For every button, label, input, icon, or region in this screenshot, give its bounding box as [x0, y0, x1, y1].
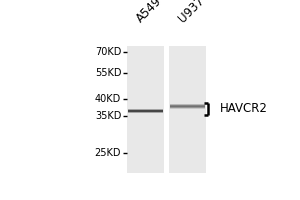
Text: U937: U937: [176, 0, 207, 26]
Text: 25KD: 25KD: [95, 148, 121, 158]
Text: 55KD: 55KD: [95, 68, 121, 78]
Text: 40KD: 40KD: [95, 94, 121, 104]
Text: 35KD: 35KD: [95, 111, 121, 121]
Text: HAVCR2: HAVCR2: [220, 102, 268, 115]
Text: 70KD: 70KD: [95, 47, 121, 57]
Bar: [127, 46, 164, 173]
Text: A549: A549: [134, 0, 165, 26]
Bar: [169, 46, 206, 173]
